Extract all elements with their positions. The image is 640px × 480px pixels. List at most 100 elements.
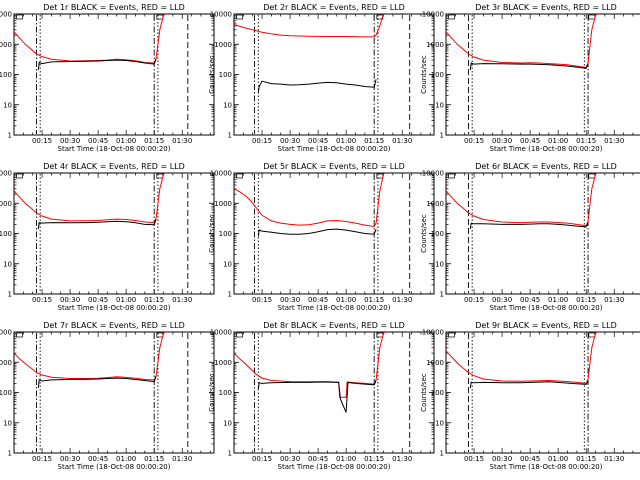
y-tick-label: 10000 [0, 329, 12, 337]
x-tick-label: 00:15 [252, 455, 272, 463]
panel-1: Det 1r BLACK = Events, RED = LLD 1 10 100 10… [0, 3, 215, 153]
x-tick-label: 00:15 [464, 137, 484, 145]
y-tick-label: 100 [431, 389, 444, 397]
y-tick-label: 100 [0, 389, 12, 397]
marker-square [448, 173, 455, 179]
y-tick-label: 1 [228, 291, 232, 299]
panel-title: Det 3r BLACK = Events, RED = LLD [475, 3, 617, 12]
x-tick-label: 01:15 [144, 296, 164, 304]
plot-frame [233, 331, 435, 454]
y-tick-label: 10000 [210, 170, 232, 178]
x-tick-label: 00:30 [280, 137, 300, 145]
y-tick-label: 100 [219, 389, 232, 397]
y-axis-label: Counts/sec [208, 55, 216, 94]
plot-frame [233, 172, 435, 295]
x-tick-label: 01:00 [116, 137, 136, 145]
y-tick-label: 10 [435, 101, 444, 109]
y-tick-label: 10 [3, 260, 12, 268]
x-tick-label: 01:15 [144, 137, 164, 145]
lld-series-line [14, 332, 166, 381]
y-tick-label: 100 [431, 230, 444, 238]
x-tick-label: 01:15 [144, 455, 164, 463]
x-tick-label: 01:30 [172, 296, 192, 304]
y-tick-label: 1000 [426, 359, 444, 367]
marker-square [588, 332, 596, 338]
y-axis-label: Counts/sec [420, 214, 428, 253]
x-tick-label: 00:30 [60, 296, 80, 304]
y-axis-label: Counts/sec [420, 373, 428, 412]
lld-series-line [234, 332, 386, 398]
y-tick-label: 10000 [422, 170, 444, 178]
y-axis-label: Counts/sec [208, 214, 216, 253]
panel-title: Det 4r BLACK = Events, RED = LLD [43, 162, 185, 171]
panel-4: Det 4r BLACK = Events, RED = LLD 1 10 100 10… [0, 162, 215, 312]
x-axis-label: Start Time (18-Oct-08 00:00:20) [58, 145, 171, 153]
y-tick-label: 1 [228, 450, 232, 458]
y-tick-label: 1 [8, 132, 12, 140]
y-tick-label: 100 [219, 71, 232, 79]
marker-square [236, 173, 243, 179]
lld-series-line [234, 173, 386, 228]
events-series-line [469, 222, 589, 230]
y-tick-label: 10 [223, 101, 232, 109]
x-tick-label: 00:30 [60, 455, 80, 463]
y-tick-label: 1 [228, 132, 232, 140]
panel-2: Det 2r BLACK = Events, RED = LLD 1 10 100 10… [208, 3, 435, 153]
events-series-line [469, 380, 589, 389]
marker-square [16, 173, 23, 179]
panel-title: Det 1r BLACK = Events, RED = LLD [43, 3, 185, 12]
x-tick-label: 01:00 [548, 296, 568, 304]
x-axis-label: Start Time (18-Oct-08 00:00:20) [490, 145, 603, 153]
y-tick-label: 1 [440, 291, 444, 299]
plot-frame [445, 13, 640, 136]
panel-title: Det 9r BLACK = Events, RED = LLD [475, 321, 617, 330]
panel-6: Det 6r BLACK = Events, RED = LLD 1 10 100 10… [420, 162, 640, 312]
x-tick-label: 01:00 [116, 455, 136, 463]
events-series-line [37, 218, 157, 230]
y-tick-label: 10 [3, 419, 12, 427]
x-tick-label: 01:15 [364, 455, 384, 463]
events-series-line [37, 376, 157, 389]
x-tick-label: 01:00 [336, 296, 356, 304]
y-tick-label: 10000 [422, 11, 444, 19]
x-tick-label: 01:30 [604, 296, 624, 304]
y-tick-label: 100 [0, 71, 12, 79]
x-tick-label: 00:45 [308, 455, 328, 463]
y-tick-label: 1000 [0, 359, 12, 367]
plot-frame [13, 172, 215, 295]
lld-series-line [14, 173, 166, 224]
panel-3: Det 3r BLACK = Events, RED = LLD 1 10 100 10… [420, 3, 640, 153]
y-tick-label: 1000 [426, 41, 444, 49]
x-tick-label: 01:00 [548, 137, 568, 145]
y-tick-label: 1000 [214, 200, 232, 208]
plot-frame [13, 13, 215, 136]
x-tick-label: 01:30 [392, 137, 412, 145]
y-axis-label: Counts/sec [208, 373, 216, 412]
x-tick-label: 00:45 [308, 137, 328, 145]
y-tick-label: 1000 [214, 41, 232, 49]
x-tick-label: 00:15 [464, 296, 484, 304]
x-tick-label: 01:30 [392, 455, 412, 463]
x-tick-label: 00:30 [280, 455, 300, 463]
x-tick-label: 01:15 [576, 455, 596, 463]
x-tick-label: 00:15 [252, 137, 272, 145]
lld-series-line [446, 173, 598, 227]
panel-title: Det 2r BLACK = Events, RED = LLD [263, 3, 405, 12]
x-tick-label: 01:15 [576, 137, 596, 145]
lld-series-line [234, 14, 385, 38]
y-tick-label: 10 [223, 260, 232, 268]
events-series-line [37, 58, 157, 71]
x-tick-label: 00:15 [464, 455, 484, 463]
plot-frame [13, 331, 215, 454]
y-tick-label: 10000 [0, 11, 12, 19]
x-axis-label: Start Time (18-Oct-08 00:00:20) [490, 463, 603, 471]
marker-square [448, 14, 455, 20]
x-tick-label: 00:45 [520, 455, 540, 463]
x-axis-label: Start Time (18-Oct-08 00:00:20) [278, 145, 391, 153]
panel-8: Det 8r BLACK = Events, RED = LLD 1 10 100 10… [208, 321, 435, 471]
y-tick-label: 10000 [210, 329, 232, 337]
x-tick-label: 00:45 [88, 296, 108, 304]
y-tick-label: 1 [8, 450, 12, 458]
x-tick-label: 00:45 [88, 455, 108, 463]
